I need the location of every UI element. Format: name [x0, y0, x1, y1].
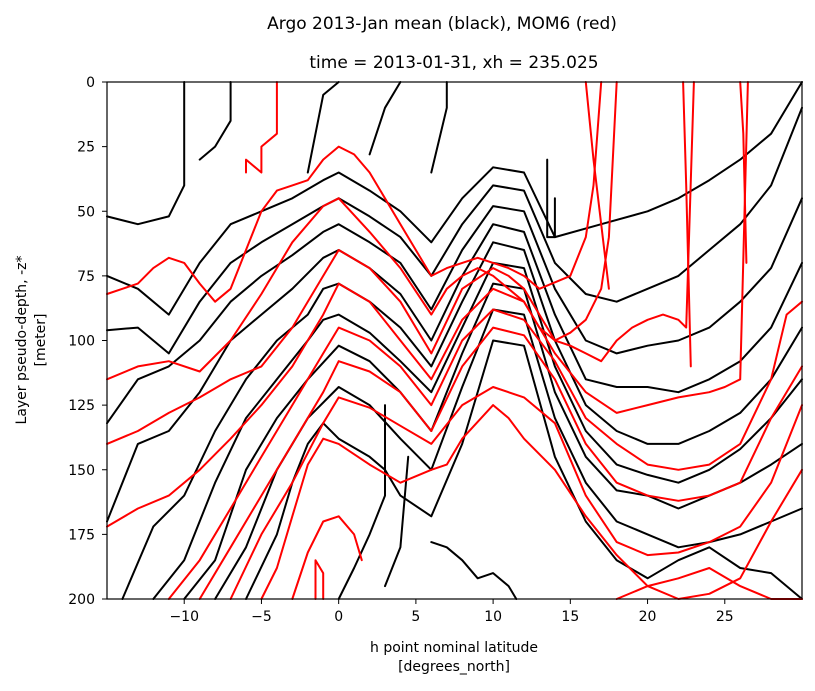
argo-contour-14 — [337, 404, 386, 600]
argo-contour-10 — [152, 261, 803, 600]
argo-contour-8 — [106, 223, 803, 523]
x-tick-label: 15 — [561, 609, 579, 625]
y-tick-label: 25 — [77, 140, 95, 156]
y-tick-label: 200 — [68, 592, 95, 608]
mom6-contour-21 — [106, 81, 695, 445]
argo-contour-1 — [198, 81, 232, 161]
mom6-contour-31 — [682, 81, 692, 368]
argo-contour-4 — [430, 81, 448, 174]
y-tick-label: 150 — [68, 463, 95, 479]
x-axis-label: h point nominal latitude — [370, 640, 538, 656]
mom6-contour-27 — [314, 559, 325, 600]
argo-contour-7 — [106, 197, 803, 425]
contour-lines — [106, 81, 803, 600]
argo-contour-15 — [384, 455, 410, 588]
y-axis: 0 25 50 75 100 125 150 175 200 — [68, 75, 107, 608]
x-tick-label: 5 — [411, 609, 420, 625]
x-tick-label: 20 — [639, 609, 657, 625]
y-tick-label: 125 — [68, 398, 95, 414]
argo-contour-3 — [368, 81, 402, 156]
argo-contour-11 — [183, 282, 803, 600]
y-axis-unit: [meter] — [33, 313, 49, 366]
argo-contour-5 — [106, 81, 803, 316]
chart-title: Argo 2013-Jan mean (black), MOM6 (red) — [267, 14, 617, 34]
y-axis-label: Layer pseudo-depth, -z* — [14, 256, 30, 425]
x-tick-label: 10 — [484, 609, 502, 625]
mom6-contour-30 — [584, 81, 610, 290]
mom6-contour-24 — [198, 326, 803, 600]
argo-contour-16 — [430, 541, 518, 600]
x-axis: −10 −5 0 5 10 15 20 25 — [169, 599, 734, 625]
x-tick-label: −10 — [169, 609, 199, 625]
mom6-contour-28 — [291, 515, 363, 600]
mom6-contour-19 — [106, 81, 603, 303]
argo-contour-2 — [306, 81, 340, 174]
y-tick-label: 175 — [68, 527, 95, 543]
x-axis-unit: [degrees_north] — [398, 659, 510, 675]
y-tick-label: 100 — [68, 334, 95, 350]
argo-contour-0 — [106, 81, 186, 226]
x-tick-label: −5 — [251, 609, 272, 625]
mom6-contour-23 — [167, 300, 803, 600]
argo-contour-17 — [546, 158, 556, 239]
argo-contour-9 — [121, 241, 803, 600]
mom6-contour-20 — [106, 81, 618, 381]
y-tick-label: 50 — [77, 204, 95, 220]
argo-contour-6 — [106, 106, 803, 355]
y-tick-label: 75 — [77, 269, 95, 285]
mom6-contour-22 — [106, 81, 749, 528]
chart-subtitle: time = 2013-01-31, xh = 235.025 — [309, 53, 598, 73]
argo-contour-13 — [245, 339, 803, 600]
mom6-contour-32 — [739, 81, 748, 264]
mom6-contour-25 — [229, 386, 803, 600]
x-tick-label: 0 — [334, 609, 343, 625]
mom6-contour-26 — [260, 404, 803, 600]
mom6-contour-18 — [245, 81, 278, 174]
y-tick-label: 0 — [86, 75, 95, 91]
x-tick-label: 25 — [716, 609, 734, 625]
